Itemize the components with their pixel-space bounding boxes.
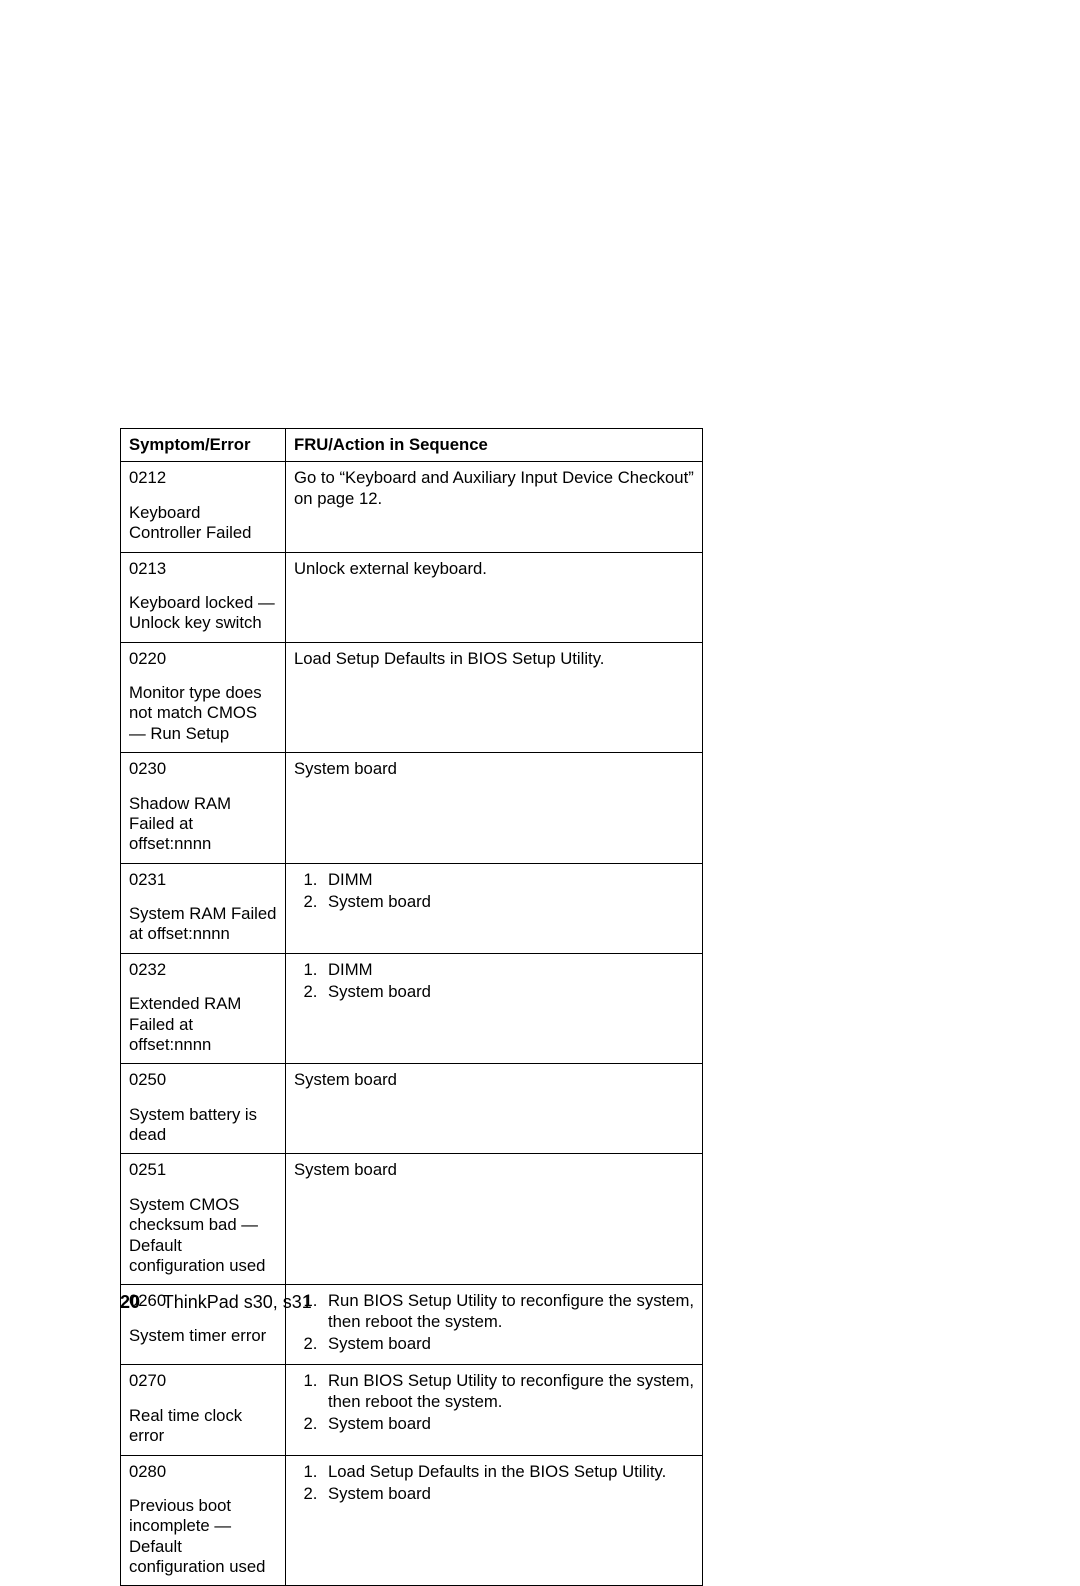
action-item: System board — [322, 1334, 694, 1354]
page-footer: 20 ThinkPad s30, s31 — [120, 1292, 312, 1313]
symptom-cell: 0251 System CMOS checksum bad — Default c… — [121, 1154, 286, 1285]
action-text: System board — [294, 1070, 397, 1089]
error-description: Extended RAM Failed at offset:nnnn — [129, 994, 241, 1054]
error-description: System RAM Failed at offset:nnnn — [129, 904, 276, 943]
symptom-cell: 0250 System battery is dead — [121, 1064, 286, 1154]
error-description: Previous boot incomplete — Default confi… — [129, 1496, 265, 1576]
error-description: System timer error — [129, 1326, 266, 1345]
action-list: Run BIOS Setup Utility to reconfigure th… — [294, 1371, 694, 1434]
error-description: Monitor type does not match CMOS — Run S… — [129, 683, 262, 743]
error-description: System CMOS checksum bad — Default confi… — [129, 1195, 265, 1275]
action-cell: Load Setup Defaults in the BIOS Setup Ut… — [286, 1455, 703, 1586]
page: Symptom/Error FRU/Action in Sequence 021… — [0, 0, 1080, 1397]
page-number: 20 — [120, 1292, 140, 1312]
table-row: 0250 System battery is dead System board — [121, 1064, 703, 1154]
error-code: 0270 — [129, 1371, 277, 1391]
error-description: Real time clock error — [129, 1406, 242, 1445]
action-cell: Run BIOS Setup Utility to reconfigure th… — [286, 1285, 703, 1365]
header-action: FRU/Action in Sequence — [286, 429, 703, 462]
action-cell: DIMMSystem board — [286, 953, 703, 1064]
symptom-cell: 0212 Keyboard Controller Failed — [121, 462, 286, 552]
action-text: Load Setup Defaults in BIOS Setup Utilit… — [294, 649, 604, 668]
table-row: 0213 Keyboard locked — Unlock key switch U… — [121, 552, 703, 642]
symptom-cell: 0231 System RAM Failed at offset:nnnn — [121, 863, 286, 953]
table-row: 0230 Shadow RAM Failed at offset:nnnn Syst… — [121, 753, 703, 864]
error-code: 0280 — [129, 1462, 277, 1482]
action-cell: Go to “Keyboard and Auxiliary Input Devi… — [286, 462, 703, 552]
error-code: 0220 — [129, 649, 277, 669]
error-code: 0230 — [129, 759, 277, 779]
action-item: DIMM — [322, 960, 694, 980]
table-row: 0270 Real time clock error Run BIOS Setup … — [121, 1365, 703, 1455]
action-item: System board — [322, 1484, 694, 1504]
error-table-container: Symptom/Error FRU/Action in Sequence 021… — [120, 428, 702, 1586]
error-code: 0212 — [129, 468, 277, 488]
action-item: System board — [322, 982, 694, 1002]
error-description: Shadow RAM Failed at offset:nnnn — [129, 794, 231, 854]
table-row: 0220 Monitor type does not match CMOS — R… — [121, 642, 703, 753]
action-item: Run BIOS Setup Utility to reconfigure th… — [322, 1291, 694, 1332]
action-cell: System board — [286, 753, 703, 864]
error-description: Keyboard locked — Unlock key switch — [129, 593, 275, 632]
table-row: 0280 Previous boot incomplete — Default c… — [121, 1455, 703, 1586]
error-description: Keyboard Controller Failed — [129, 503, 251, 542]
table-row: 0232 Extended RAM Failed at offset:nnnn DI… — [121, 953, 703, 1064]
error-description: System battery is dead — [129, 1105, 257, 1144]
action-item: Load Setup Defaults in the BIOS Setup Ut… — [322, 1462, 694, 1482]
action-cell: Load Setup Defaults in BIOS Setup Utilit… — [286, 642, 703, 753]
action-item: DIMM — [322, 870, 694, 890]
action-item: System board — [322, 1414, 694, 1434]
action-cell: Unlock external keyboard. — [286, 552, 703, 642]
action-item: Run BIOS Setup Utility to reconfigure th… — [322, 1371, 694, 1412]
action-text: System board — [294, 1160, 397, 1179]
table-row: 0212 Keyboard Controller Failed Go to “Key… — [121, 462, 703, 552]
symptom-cell: 0213 Keyboard locked — Unlock key switch — [121, 552, 286, 642]
footer-title: ThinkPad s30, s31 — [163, 1292, 312, 1312]
action-cell: Run BIOS Setup Utility to reconfigure th… — [286, 1365, 703, 1455]
symptom-cell: 0220 Monitor type does not match CMOS — R… — [121, 642, 286, 753]
error-code: 0232 — [129, 960, 277, 980]
error-code: 0251 — [129, 1160, 277, 1180]
error-code: 0213 — [129, 559, 277, 579]
table-header-row: Symptom/Error FRU/Action in Sequence — [121, 429, 703, 462]
action-cell: System board — [286, 1064, 703, 1154]
action-text: Unlock external keyboard. — [294, 559, 487, 578]
error-code: 0250 — [129, 1070, 277, 1090]
action-list: Load Setup Defaults in the BIOS Setup Ut… — [294, 1462, 694, 1505]
error-table: Symptom/Error FRU/Action in Sequence 021… — [120, 428, 703, 1586]
action-list: DIMMSystem board — [294, 960, 694, 1003]
symptom-cell: 0232 Extended RAM Failed at offset:nnnn — [121, 953, 286, 1064]
action-cell: System board — [286, 1154, 703, 1285]
table-row: 0251 System CMOS checksum bad — Default c… — [121, 1154, 703, 1285]
table-body: 0212 Keyboard Controller Failed Go to “Key… — [121, 462, 703, 1586]
action-list: DIMMSystem board — [294, 870, 694, 913]
action-list: Run BIOS Setup Utility to reconfigure th… — [294, 1291, 694, 1354]
action-item: System board — [322, 892, 694, 912]
symptom-cell: 0230 Shadow RAM Failed at offset:nnnn — [121, 753, 286, 864]
symptom-cell: 0280 Previous boot incomplete — Default c… — [121, 1455, 286, 1586]
action-text: Go to “Keyboard and Auxiliary Input Devi… — [294, 468, 694, 507]
header-symptom: Symptom/Error — [121, 429, 286, 462]
symptom-cell: 0270 Real time clock error — [121, 1365, 286, 1455]
action-text: System board — [294, 759, 397, 778]
error-code: 0231 — [129, 870, 277, 890]
action-cell: DIMMSystem board — [286, 863, 703, 953]
table-row: 0231 System RAM Failed at offset:nnnn DIMM… — [121, 863, 703, 953]
